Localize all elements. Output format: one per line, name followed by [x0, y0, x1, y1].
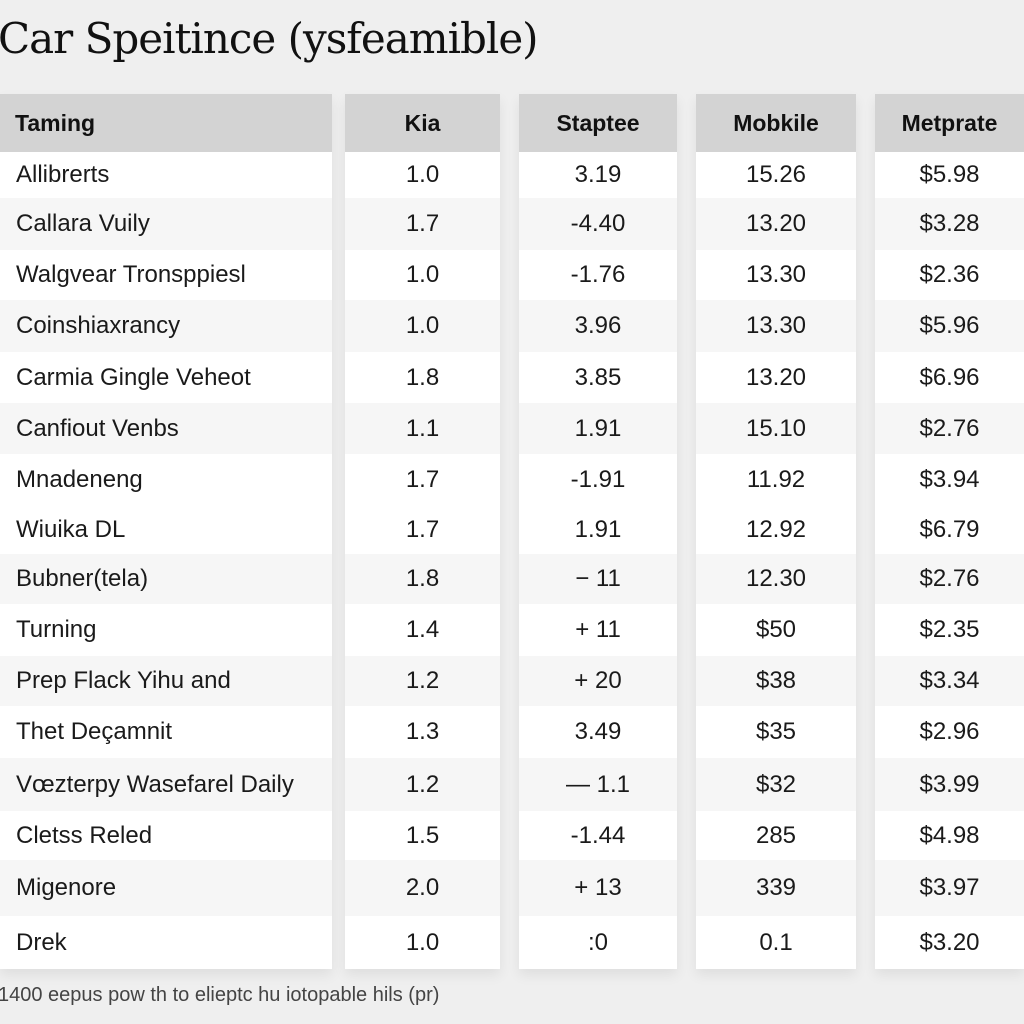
table-cell: + 20 [519, 656, 677, 706]
table-cell: 1.3 [405, 718, 440, 745]
table-cell: 1.1 [345, 403, 500, 454]
table-cell: 13.20 [696, 198, 856, 250]
table-cell: -1.76 [570, 261, 626, 288]
table-cell: $3.94 [919, 465, 980, 493]
table-cell: 13.20 [745, 363, 807, 391]
row-label: Cletss Reled [16, 821, 153, 849]
table-cell: $32 [696, 758, 856, 811]
row-label: Vœzterpy Wasefarel Daily [0, 758, 332, 811]
column-header-staptee[interactable]: Staptee [519, 94, 677, 152]
row-label: Walgvear Tronsppiesl [16, 261, 246, 288]
table-cell: $2.36 [919, 261, 980, 288]
table-cell: $4.98 [919, 821, 980, 849]
row-label: Thet Deçamnit [16, 718, 173, 745]
column-header-kia[interactable]: Kia [345, 94, 500, 152]
table-cell: $5.98 [919, 161, 980, 188]
column-header-metprate[interactable]: Metprate [875, 94, 1024, 152]
table-cell: 15.10 [696, 403, 856, 454]
table-cell: $38 [696, 656, 856, 706]
table-cell: -4.40 [519, 198, 677, 250]
row-label: Canfiout Venbs [0, 403, 332, 454]
table-cell: $5.96 [875, 300, 1024, 352]
table-cell: 1.4 [405, 616, 440, 643]
table-cell: 12.30 [696, 554, 856, 604]
table-cell: + 11 [575, 616, 621, 643]
table-cell: $6.79 [919, 515, 980, 543]
table-cell: $50 [755, 616, 797, 643]
row-label: Mnadeneng [16, 465, 143, 493]
table-cell: 12.92 [745, 515, 807, 543]
table-cell: 15.26 [745, 161, 807, 188]
row-label: Prep Flack Yihu and [0, 656, 332, 706]
row-label: Callara Vuily [0, 198, 332, 250]
row-label: Carmia Gingle Veheot [16, 363, 251, 391]
table-cell: 3.19 [574, 161, 622, 188]
row-label: Bubner(tela) [0, 554, 332, 604]
table-cell: $3.99 [875, 758, 1024, 811]
row-label: Drek [16, 928, 67, 956]
table-cell: $3.20 [919, 928, 980, 956]
table-cell: $35 [755, 718, 797, 745]
table-cell: $3.97 [875, 860, 1024, 916]
table-cell: 1.91 [519, 403, 677, 454]
table-cell: 1.2 [345, 758, 500, 811]
table-cell: 13.30 [696, 300, 856, 352]
column-header-mobkile[interactable]: Mobkile [696, 94, 856, 152]
table-cell: − 11 [519, 554, 677, 604]
table-cell: 3.49 [574, 718, 622, 745]
table-cell: $2.35 [919, 616, 980, 643]
row-label: Coinshiaxrancy [0, 300, 332, 352]
table-cell: $2.76 [875, 554, 1024, 604]
row-label: Allibrerts [16, 161, 110, 188]
table-cell: 1.91 [574, 515, 622, 543]
table-cell: 1.8 [345, 554, 500, 604]
column-header-taming[interactable]: Taming [0, 94, 332, 152]
table-cell: 1.0 [405, 928, 440, 956]
table-cell: 3.85 [574, 363, 622, 391]
table-cell: $3.34 [875, 656, 1024, 706]
row-label: Wiuika DL [16, 515, 126, 543]
column-kia: Kia 1.0 1.7 1.0 1.0 1.8 1.1 1.7 1.7 1.8 1.4 1.2 1.3 1… [345, 94, 500, 969]
table-cell: 11.92 [746, 465, 806, 493]
table-cell: 1.7 [405, 515, 440, 543]
table-cell: 13.30 [745, 261, 807, 288]
table-cell: + 13 [519, 860, 677, 916]
table-cell: 1.0 [345, 300, 500, 352]
table-cell: 2.0 [345, 860, 500, 916]
column-staptee: Staptee 3.19 -4.40 -1.76 3.96 3.85 1.91 -1.91 1.… [519, 94, 677, 969]
table-cell: :0 [587, 928, 608, 956]
table-cell: 0.1 [759, 928, 793, 956]
table-cell: $2.96 [919, 718, 980, 745]
column-metprate: Metprate $5.98 $3.28 $2.36 $5.96 $6.96 $2.76 $3… [875, 94, 1024, 969]
table-cell: -1.44 [570, 821, 626, 849]
table-cell: 1.7 [345, 198, 500, 250]
table-cell: 1.8 [405, 363, 440, 391]
table-cell: — 1.1 [519, 758, 677, 811]
table-cell: 339 [696, 860, 856, 916]
row-label: Migenore [0, 860, 332, 916]
table-cell: 1.7 [405, 465, 440, 493]
table-cell: $2.76 [875, 403, 1024, 454]
column-taming: Taming Allibrerts Callara Vuily Walgvear Tr… [0, 94, 332, 969]
page-title: Car Speitince (ysfeamible) [0, 14, 539, 63]
table-cell: 285 [755, 821, 797, 849]
table-cell: 1.5 [405, 821, 440, 849]
row-label: Turning [16, 616, 97, 643]
table-cell: -1.91 [570, 465, 626, 493]
footer-note: 1400 eepus pow th to elieptc hu iotopabl… [0, 984, 440, 1006]
table-cell: 1.2 [345, 656, 500, 706]
table-cell: 1.0 [405, 261, 440, 288]
column-mobkile: Mobkile 15.26 13.20 13.30 13.30 13.20 15.10 11.… [696, 94, 856, 969]
table-cell: 3.96 [519, 300, 677, 352]
table-cell: 1.0 [405, 161, 440, 188]
table-cell: $3.28 [875, 198, 1024, 250]
table-cell: $6.96 [919, 363, 980, 391]
